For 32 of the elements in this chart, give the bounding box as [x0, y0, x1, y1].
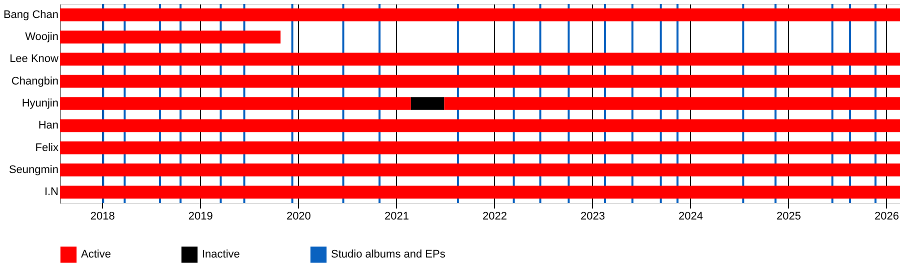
y-tick-label: Han [38, 120, 58, 132]
x-tick-label: 2021 [384, 210, 409, 222]
bar [444, 97, 900, 110]
bar [410, 97, 444, 110]
bar [60, 8, 900, 22]
x-tick-label: 2020 [286, 210, 311, 222]
y-tick-label: Lee Know [10, 53, 59, 66]
y-tick-label: Bang Chan [3, 8, 58, 21]
x-tick-label: 2019 [188, 210, 213, 222]
legend-label: Studio albums and EPs [331, 248, 446, 261]
x-tick-label: 2025 [776, 210, 802, 222]
y-tick-label: Felix [35, 142, 59, 154]
bar [60, 30, 281, 44]
y-tick-label: Hyunjin [22, 98, 58, 110]
y-tick-label: Changbin [11, 75, 58, 88]
legend-label: Active [81, 248, 111, 261]
y-tick-label: Seungmin [8, 164, 58, 176]
x-tick-label: 2022 [482, 210, 507, 222]
bar [60, 186, 900, 199]
bar [60, 74, 900, 88]
bar [60, 52, 900, 66]
bar [60, 164, 900, 176]
x-tick-label: 2026 [874, 210, 900, 222]
x-tick-label: 2024 [678, 210, 703, 222]
y-tick-label: Woojin [25, 31, 58, 44]
bar [60, 141, 900, 154]
x-tick-label: 2018 [90, 210, 115, 222]
y-tick-label: I.N [44, 186, 59, 198]
x-tick-label: 2023 [580, 210, 605, 222]
bar [60, 97, 411, 110]
bar [60, 119, 900, 132]
legend-label: Inactive [202, 248, 240, 261]
